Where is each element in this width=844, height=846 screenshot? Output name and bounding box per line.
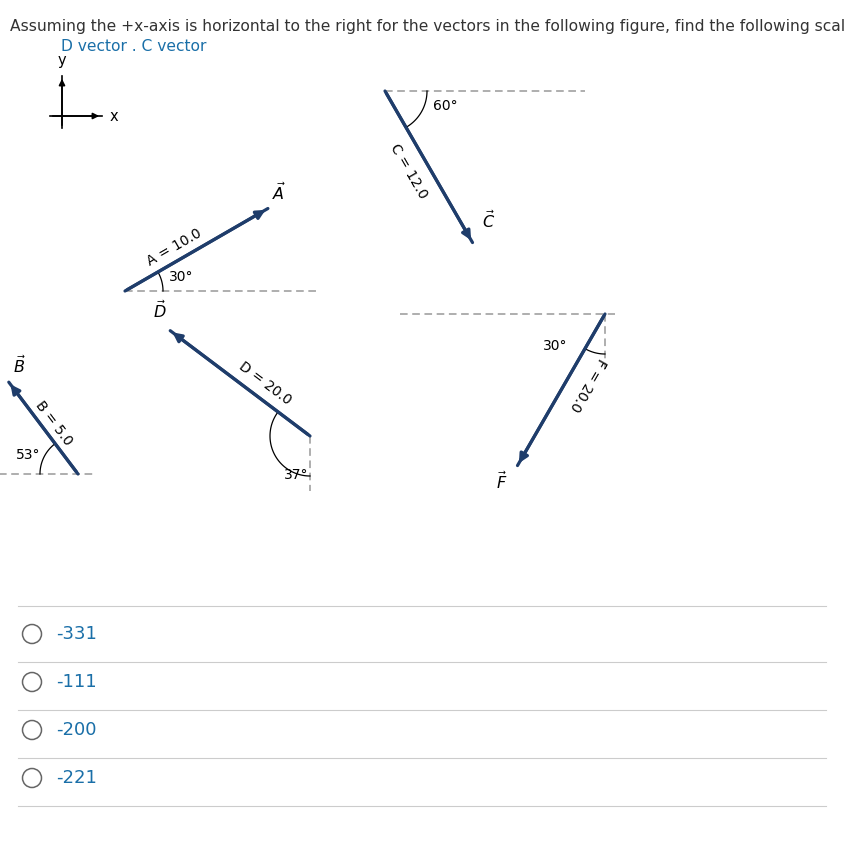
Text: 30°: 30° [169,270,193,284]
Text: 30°: 30° [543,339,567,353]
Text: -200: -200 [56,721,96,739]
Text: D vector . C vector: D vector . C vector [61,39,206,54]
Text: $\vec{F}$: $\vec{F}$ [496,470,507,492]
Text: A = 10.0: A = 10.0 [144,227,204,269]
Text: 37°: 37° [284,468,308,482]
Text: B = 5.0: B = 5.0 [32,398,74,448]
Text: x: x [110,108,119,124]
Text: -221: -221 [56,769,97,787]
Text: C = 12.0: C = 12.0 [387,142,430,201]
Text: $\vec{B}$: $\vec{B}$ [13,355,25,376]
Text: 53°: 53° [16,448,41,462]
Text: $\vec{C}$: $\vec{C}$ [483,209,495,231]
Text: y: y [57,53,67,68]
Text: -111: -111 [56,673,96,691]
Text: F = 20.0: F = 20.0 [566,355,608,414]
Text: D = 20.0: D = 20.0 [236,360,294,408]
Text: Assuming the +x-axis is horizontal to the right for the vectors in the following: Assuming the +x-axis is horizontal to th… [10,19,844,34]
Text: -331: -331 [56,625,97,643]
Text: $\vec{D}$: $\vec{D}$ [153,299,166,321]
Text: $\vec{A}$: $\vec{A}$ [272,181,285,202]
Text: 60°: 60° [433,99,457,113]
